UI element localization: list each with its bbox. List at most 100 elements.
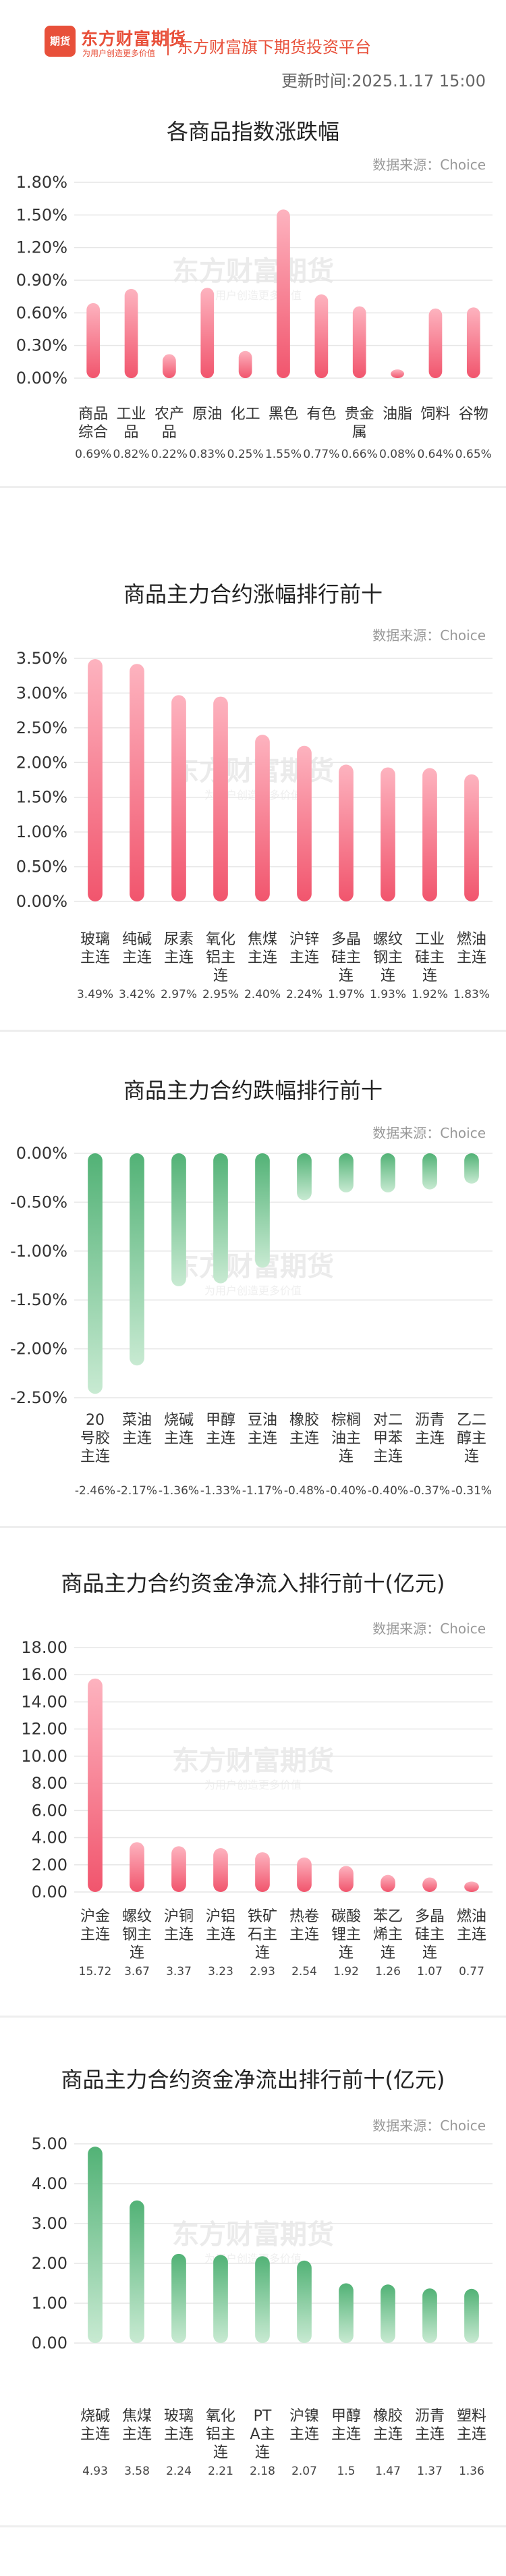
bar: [381, 2284, 395, 2343]
section-divider: [0, 2016, 506, 2018]
bar: [339, 764, 354, 901]
data-label: -0.31%: [451, 1484, 492, 1498]
bar: [255, 2256, 270, 2343]
y-tick-label: 2.00: [32, 1856, 67, 1874]
bar: [352, 306, 366, 378]
bar: [314, 294, 329, 378]
x-tick-label: 棕榈油主连: [331, 1412, 361, 1465]
x-tick-label: 玻璃主连: [80, 931, 110, 966]
x-tick-label: 谷物: [459, 406, 488, 423]
y-tick-label: 0.00: [32, 1883, 67, 1901]
data-label: 0.83%: [189, 448, 225, 461]
bar: [428, 308, 443, 378]
x-tick-label: 乙二醇主连: [457, 1412, 486, 1465]
x-tick-label: 氧化铝主连: [206, 2408, 235, 2461]
x-tick-label: 沪铜主连: [164, 1908, 194, 1943]
data-label: 1.55%: [265, 448, 302, 461]
bar: [124, 288, 138, 378]
bar: [255, 1153, 270, 1268]
chart-source: 数据来源：Choice: [372, 627, 486, 643]
data-label: 1.92%: [412, 988, 448, 1001]
y-tick-label: 2.00: [32, 2254, 67, 2273]
x-tick-label: 豆油主连: [248, 1412, 277, 1447]
bar: [381, 1874, 395, 1892]
bar: [381, 767, 395, 901]
data-label: 15.72: [79, 1965, 112, 1978]
data-label: 3.67: [124, 1965, 150, 1978]
x-tick-label: 烧碱主连: [164, 1412, 194, 1447]
chart-source: 数据来源：Choice: [372, 1125, 486, 1141]
data-label: -0.48%: [284, 1484, 325, 1498]
section-divider: [0, 2525, 506, 2527]
data-label: -1.17%: [242, 1484, 283, 1498]
data-label: 0.77: [459, 1965, 484, 1978]
x-tick-label: 多晶硅主连: [331, 931, 361, 984]
bar: [277, 209, 290, 378]
bar: [297, 1857, 312, 1892]
bar: [255, 735, 270, 901]
bar: [171, 1846, 186, 1892]
x-tick-label: 铁矿石主连: [248, 1908, 277, 1962]
x-tick-label: 焦煤主连: [248, 931, 277, 966]
x-tick-label: 热卷主连: [289, 1908, 319, 1943]
data-label: 1.47: [375, 2465, 401, 2478]
bar: [391, 369, 404, 378]
x-tick-label: 饲料: [420, 406, 450, 423]
y-tick-label: -0.50%: [10, 1192, 67, 1211]
data-label: 0.64%: [417, 448, 453, 461]
y-tick-label: -2.00%: [10, 1340, 67, 1359]
y-tick-label: 2.00%: [16, 753, 67, 772]
x-tick-label: 油脂: [383, 406, 412, 423]
x-tick-label: 对二甲苯主连: [373, 1412, 403, 1465]
y-tick-label: 4.00: [32, 2174, 67, 2193]
data-label: 1.26: [375, 1965, 401, 1978]
update-value: 2025.1.17 15:00: [352, 72, 486, 90]
update-time: 更新时间:2025.1.17 15:00: [281, 68, 486, 91]
data-label: 1.5: [337, 2465, 355, 2478]
x-tick-label: 塑料主连: [457, 2408, 486, 2443]
x-tick-label: 农产品: [154, 406, 184, 441]
bar: [171, 1153, 186, 1286]
bar: [88, 1678, 103, 1892]
x-tick-label: 燃油主连: [457, 1908, 486, 1943]
data-label: 2.97%: [161, 988, 197, 1001]
y-tick-label: 3.00: [32, 2214, 67, 2233]
y-tick-label: 8.00: [32, 1774, 67, 1793]
data-label: 3.23: [208, 1965, 233, 1978]
data-label: 1.93%: [370, 988, 406, 1001]
y-tick-label: 1.80%: [16, 173, 67, 192]
section-divider: [0, 1030, 506, 1032]
bar: [130, 664, 144, 901]
bar: [422, 768, 437, 901]
y-tick-label: -1.50%: [10, 1290, 67, 1309]
y-tick-label: 0.60%: [16, 303, 67, 322]
watermark-subtitle: 为用户创造更多价值: [204, 789, 302, 801]
bar-chart: 东方财富期货为用户创造更多价值0.00%0.30%0.60%0.90%1.20%…: [16, 173, 493, 461]
update-label: 更新时间:: [281, 72, 352, 90]
data-label: 2.21: [208, 2465, 233, 2478]
x-tick-label: 沪锌主连: [289, 931, 319, 966]
chart-source: 数据来源：Choice: [372, 157, 486, 173]
y-tick-label: 10.00: [21, 1747, 67, 1766]
data-label: 2.18: [250, 2465, 275, 2478]
data-label: -0.40%: [326, 1484, 366, 1498]
x-tick-label: 20 号胶主连: [80, 1412, 110, 1465]
bar: [381, 1153, 395, 1192]
x-tick-label: 工业硅主连: [415, 931, 445, 984]
x-tick-label: 橡胶主连: [373, 2408, 403, 2443]
x-tick-label: 黑色: [269, 406, 298, 423]
watermark-subtitle: 为用户创造更多价值: [204, 2253, 302, 2265]
y-tick-label: 1.20%: [16, 238, 67, 257]
bar: [213, 696, 228, 901]
y-tick-label: 1.50%: [16, 205, 67, 224]
x-tick-label: 尿素主连: [164, 931, 194, 966]
x-tick-label: 甲醇主连: [331, 2408, 361, 2443]
data-label: 2.24%: [286, 988, 322, 1001]
data-label: 2.40%: [244, 988, 281, 1001]
y-tick-label: 18.00: [21, 1638, 67, 1657]
x-tick-label: 多晶硅主连: [415, 1908, 445, 1962]
x-tick-label: 纯碱主连: [122, 931, 152, 966]
y-tick-label: 1.00: [32, 2294, 67, 2313]
bar: [171, 695, 186, 901]
